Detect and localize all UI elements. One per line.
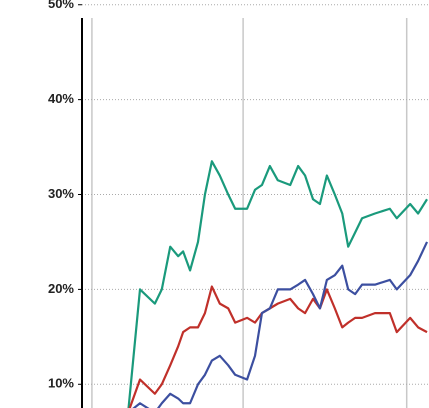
y-tick-label: 10% xyxy=(48,376,74,391)
line-series xyxy=(132,241,429,408)
y-tick-label: 40% xyxy=(48,91,74,106)
y-tick-label: 20% xyxy=(48,281,74,296)
y-tick-label: 30% xyxy=(48,186,74,201)
line-series xyxy=(127,160,428,408)
plot-area xyxy=(127,160,429,408)
y-tick-label: 50% xyxy=(48,0,74,11)
line-series xyxy=(128,285,428,408)
